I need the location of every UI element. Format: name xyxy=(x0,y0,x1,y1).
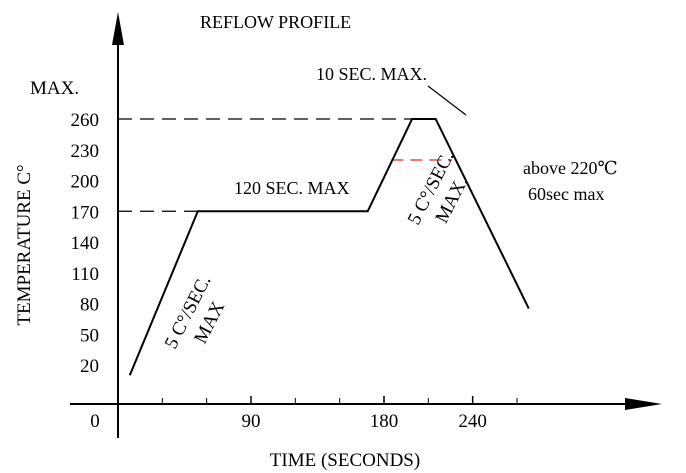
y-tick-label-230: 230 xyxy=(71,141,100,162)
x-tick-label-240: 240 xyxy=(458,411,487,432)
x-axis-arrow xyxy=(625,398,662,410)
y-ticks: 20 50 80 110 140 170 200 230 260 xyxy=(71,110,100,377)
y-axis-arrow xyxy=(112,12,124,45)
x-origin-label: 0 xyxy=(90,411,100,432)
y-tick-label-110: 110 xyxy=(71,264,99,285)
y-max-label: MAX. xyxy=(30,78,79,99)
x-ticks: 90 180 240 xyxy=(161,396,518,432)
peak-callout-line xyxy=(427,85,467,116)
annotation-above-220: above 220℃ xyxy=(523,158,618,178)
x-tick-label-180: 180 xyxy=(370,411,399,432)
y-tick-label-200: 200 xyxy=(71,172,100,193)
series-line-profile xyxy=(128,118,530,376)
y-tick-label-170: 170 xyxy=(71,202,100,223)
annotation-60sec: 60sec max xyxy=(528,184,604,204)
x-axis-label: TIME (SECONDS) xyxy=(270,450,420,471)
annotation-peak: 10 SEC. MAX. xyxy=(316,64,427,84)
y-tick-label-260: 260 xyxy=(71,110,100,131)
y-axis-label: TEMPERATURE C° xyxy=(14,164,35,325)
chart-title: REFLOW PROFILE xyxy=(200,12,351,32)
y-tick-label-50: 50 xyxy=(80,325,99,346)
y-tick-label-20: 20 xyxy=(80,356,99,377)
ramp-peak-annotation: 5 C°/SEC. MAX. xyxy=(404,148,473,228)
y-tick-label-140: 140 xyxy=(71,233,100,254)
y-tick-label-80: 80 xyxy=(80,295,99,316)
x-tick-label-90: 90 xyxy=(242,411,261,432)
annotation-soak: 120 SEC. MAX xyxy=(234,178,350,198)
ramp-up-annotation: 5 C°/SEC. MAX xyxy=(161,272,230,352)
